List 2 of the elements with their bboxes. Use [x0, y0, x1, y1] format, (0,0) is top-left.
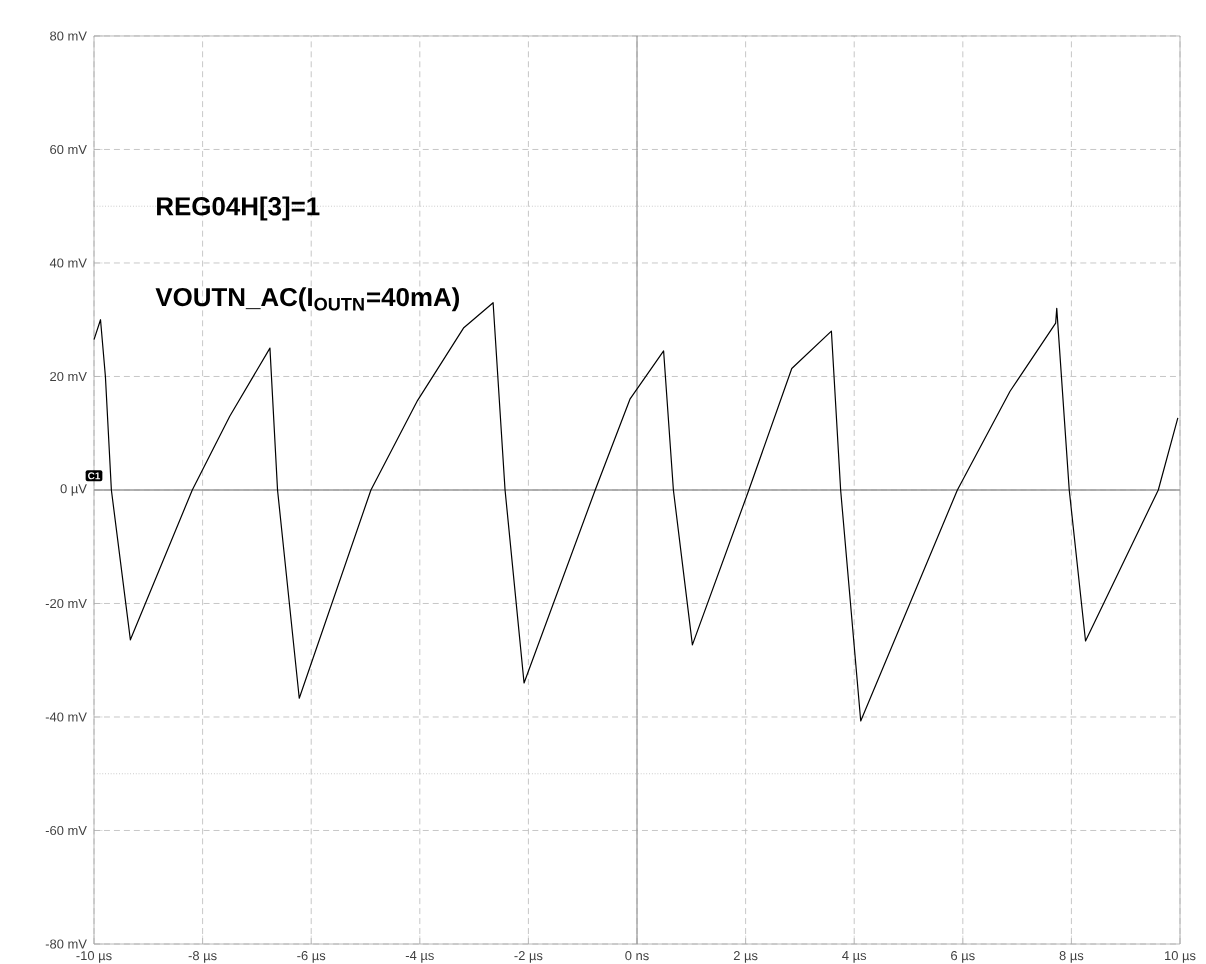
annotation: REG04H[3]=1 [157, 196, 320, 221]
annotation: VOUTN_AC(I$_{OUTN}$=40mA) [155, 287, 460, 312]
